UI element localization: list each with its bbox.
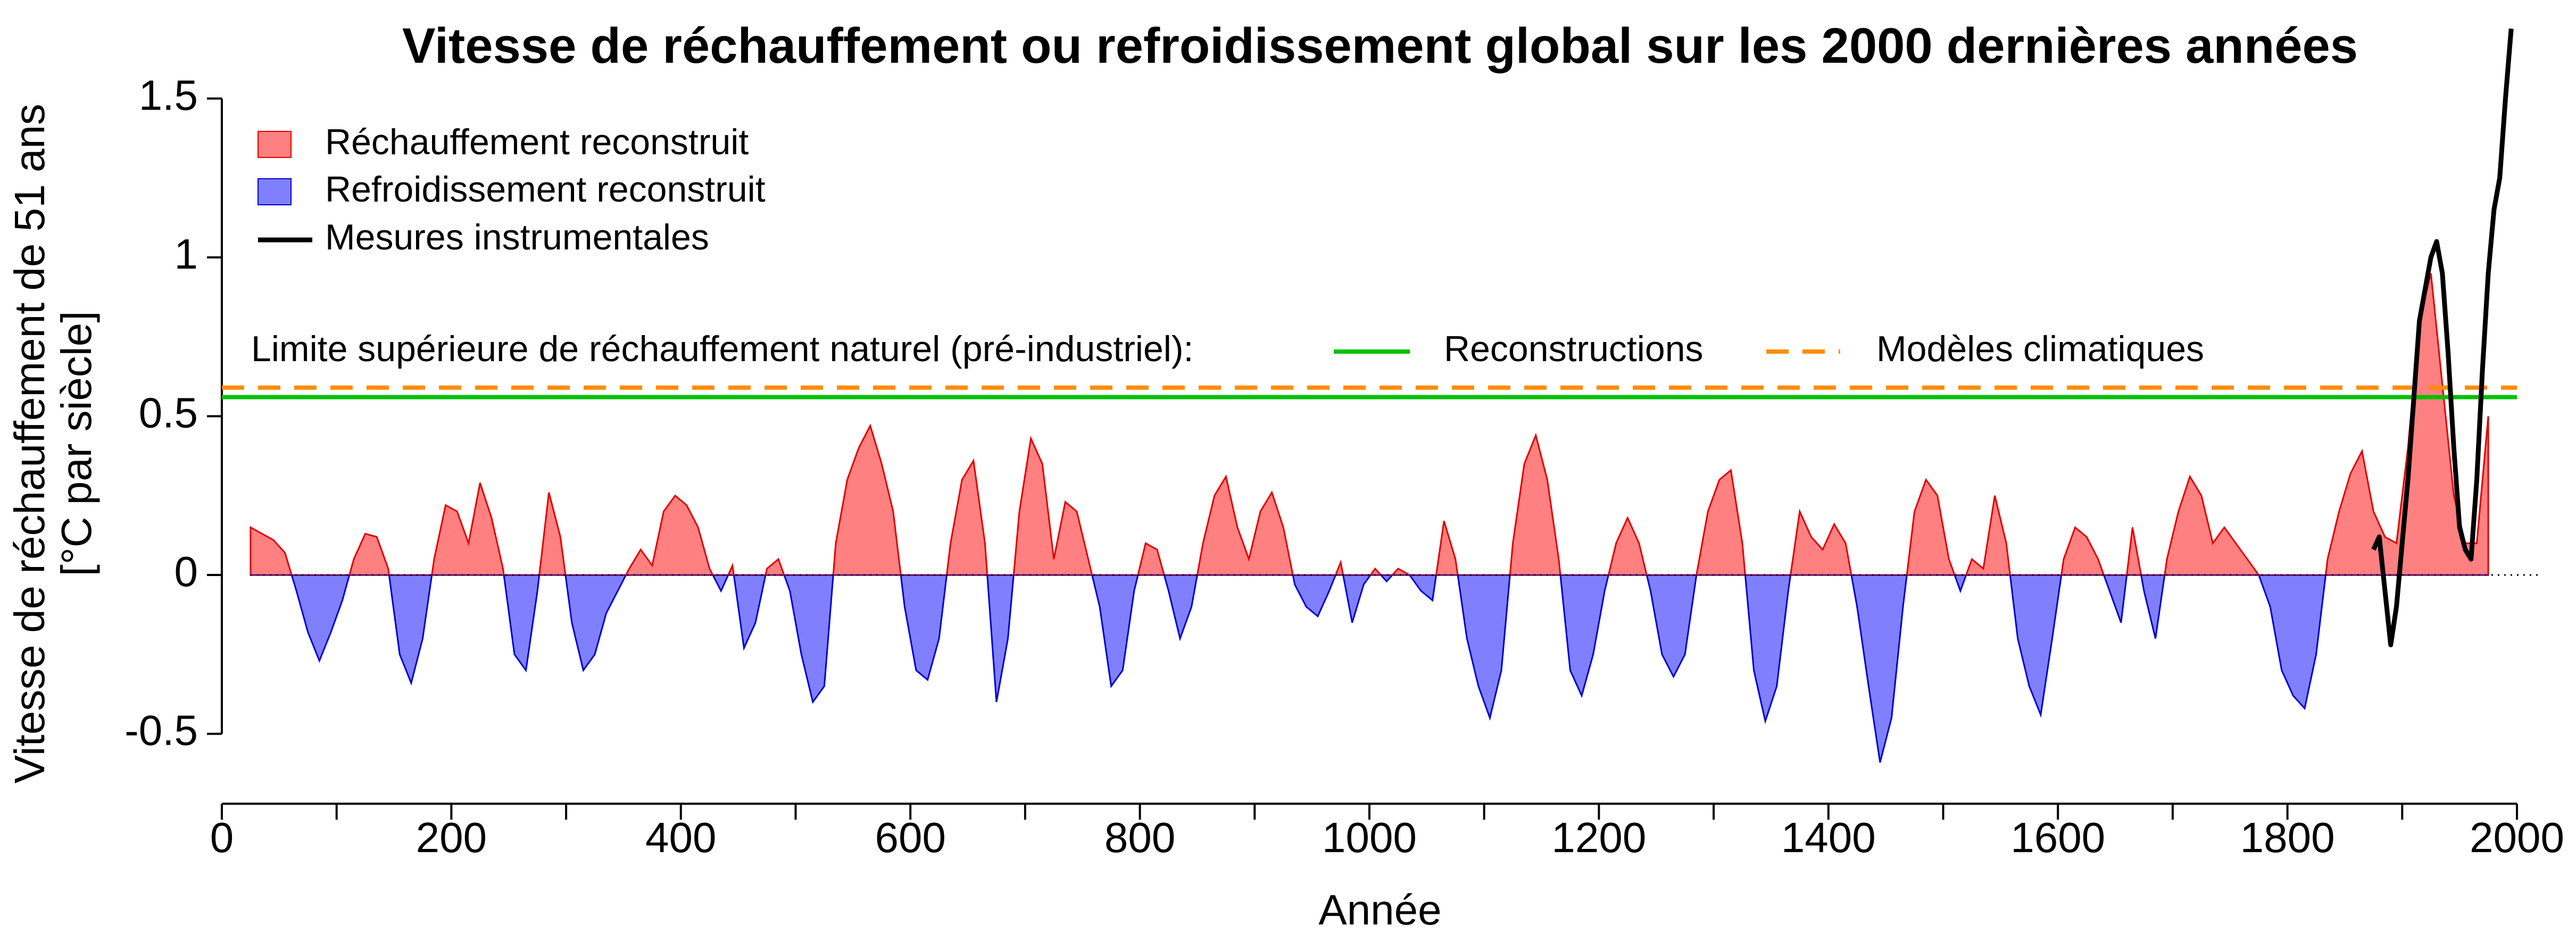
legend-label: Mesures instrumentales [325, 217, 709, 257]
x-tick-label: 2000 [2470, 814, 2564, 861]
y-tick-label: 0.5 [139, 389, 198, 437]
limit-legend-label: Modèles climatiques [1876, 329, 2204, 369]
x-tick-label: 1200 [1551, 814, 1646, 861]
x-tick-label: 0 [210, 814, 234, 861]
area-above [250, 273, 2489, 576]
x-tick-label: 1000 [1322, 814, 1417, 861]
legend-label: Réchauffement reconstruit [325, 122, 749, 162]
y-tick-label: -0.5 [124, 707, 198, 754]
x-tick-label: 1800 [2240, 814, 2335, 861]
y-axis-label: Vitesse de réchauffement de 51 ans [6, 104, 53, 783]
legend-swatch [257, 178, 292, 205]
y-tick-label: 1.5 [139, 71, 198, 119]
x-tick-label: 400 [645, 814, 716, 861]
instrumental-line [2371, 28, 2514, 647]
y-tick-label: 0 [174, 548, 198, 595]
area-below [250, 575, 2489, 763]
legend-swatch [257, 131, 292, 158]
y-axis-label: [°C par siècle] [53, 311, 100, 577]
legend-label: Refroidissement reconstruit [325, 169, 766, 210]
x-tick-label: 1400 [1781, 814, 1876, 861]
limit-legend-label: Reconstructions [1444, 329, 1704, 369]
x-tick-label: 800 [1104, 814, 1175, 861]
x-tick-label: 600 [875, 814, 945, 861]
x-tick-label: 1600 [2010, 814, 2105, 861]
x-tick-label: 200 [416, 814, 487, 861]
x-axis-label: Année [1318, 886, 1441, 933]
limits-label: Limite supérieure de réchauffement natur… [251, 329, 1193, 369]
y-tick-label: 1 [174, 230, 198, 278]
chart-title: Vitesse de réchauffement ou refroidissem… [402, 18, 2358, 73]
